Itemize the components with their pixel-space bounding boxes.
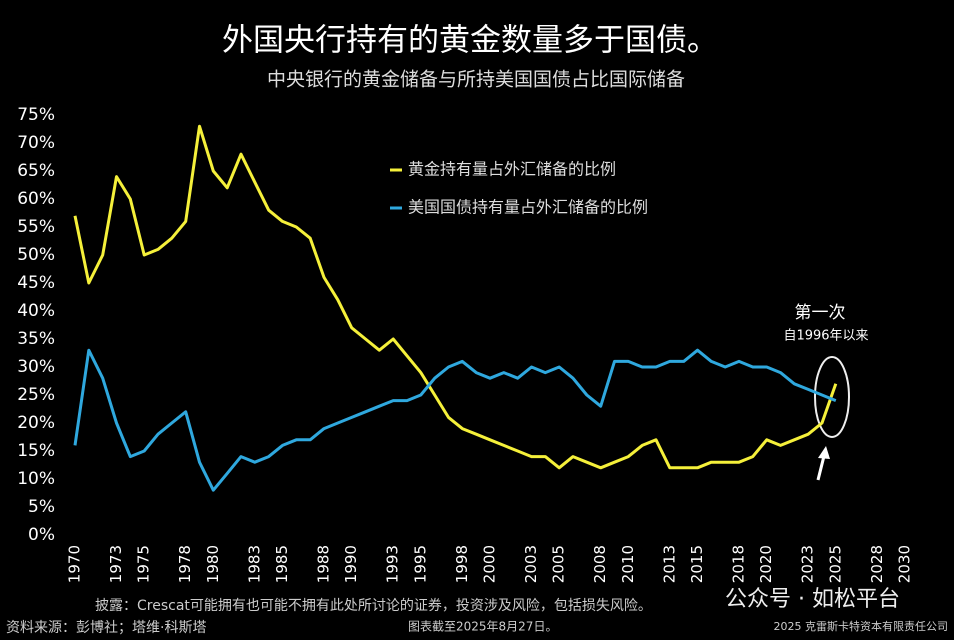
y-tick-label: 5% <box>28 497 55 517</box>
y-tick-label: 10% <box>17 469 55 489</box>
chart-date: 图表截至2025年8月27日。 <box>408 620 557 634</box>
y-tick-label: 15% <box>17 441 55 461</box>
y-tick-label: 55% <box>17 217 55 237</box>
x-tick-label: 1993 <box>384 545 402 583</box>
y-tick-label: 70% <box>17 133 55 153</box>
y-tick-label: 0% <box>28 525 55 545</box>
y-tick-label: 25% <box>17 385 55 405</box>
x-tick-label: 2005 <box>550 545 568 583</box>
annotation: 第一次 <box>795 303 846 323</box>
y-tick-label: 50% <box>17 245 55 265</box>
x-tick-label: 1975 <box>135 545 153 583</box>
y-tick-label: 75% <box>17 105 55 125</box>
y-tick-label: 30% <box>17 357 55 377</box>
x-tick-label: 1970 <box>66 545 84 583</box>
x-tick-label: 1983 <box>245 545 263 583</box>
y-tick-label: 20% <box>17 413 55 433</box>
watermark: 公众号 · 如松平台 <box>725 587 900 612</box>
x-tick-label: 2000 <box>481 545 499 583</box>
source: 资料来源：彭博社；塔维·科斯塔 <box>6 619 206 636</box>
x-tick-label: 2003 <box>522 545 540 583</box>
x-tick-label: 2013 <box>660 545 678 583</box>
series-line <box>73 124 838 470</box>
y-tick-label: 45% <box>17 273 55 293</box>
x-tick-label: 1973 <box>107 545 125 583</box>
x-tick-label: 2010 <box>619 545 637 583</box>
x-tick-label: 2025 <box>826 545 844 583</box>
x-tick-label: 2018 <box>730 545 748 583</box>
x-tick-label: 2030 <box>896 545 914 583</box>
chart-subtitle: 中央银行的黄金储备与所持美国国债占比国际储备 <box>267 69 685 91</box>
x-tick-label: 2023 <box>799 545 817 583</box>
chart-title: 外国央行持有的黄金数量多于国债。 <box>222 23 718 59</box>
x-tick-label: 1978 <box>176 545 194 583</box>
highlight-ellipse <box>814 356 850 438</box>
x-tick-label: 2015 <box>688 545 706 583</box>
legend-label: 美国国债持有量占外汇储备的比例 <box>408 198 648 217</box>
y-tick-label: 40% <box>17 301 55 321</box>
x-tick-label: 1980 <box>204 545 222 583</box>
x-tick-label: 2008 <box>591 545 609 583</box>
x-tick-label: 1995 <box>411 545 429 583</box>
x-tick-label: 2028 <box>868 545 886 583</box>
series-line <box>73 348 837 492</box>
x-tick-label: 1988 <box>315 545 333 583</box>
annotation: 自1996年以来 <box>783 329 868 344</box>
y-tick-label: 65% <box>17 161 55 181</box>
y-tick-label: 35% <box>17 329 55 349</box>
arrow-head <box>818 446 830 459</box>
x-tick-label: 1985 <box>273 545 291 583</box>
disclosure: 披露：Crescat可能拥有也可能不拥有此处所讨论的证券，投资涉及风险，包括损失… <box>95 598 652 614</box>
copyright: 2025 克雷斯卡特资本有限责任公司 <box>774 619 949 633</box>
x-tick-label: 1990 <box>342 545 360 583</box>
legend-label: 黄金持有量占外汇储备的比例 <box>408 160 616 179</box>
y-tick-label: 60% <box>17 189 55 209</box>
x-tick-label: 1998 <box>453 545 471 583</box>
x-tick-label: 2020 <box>757 545 775 583</box>
